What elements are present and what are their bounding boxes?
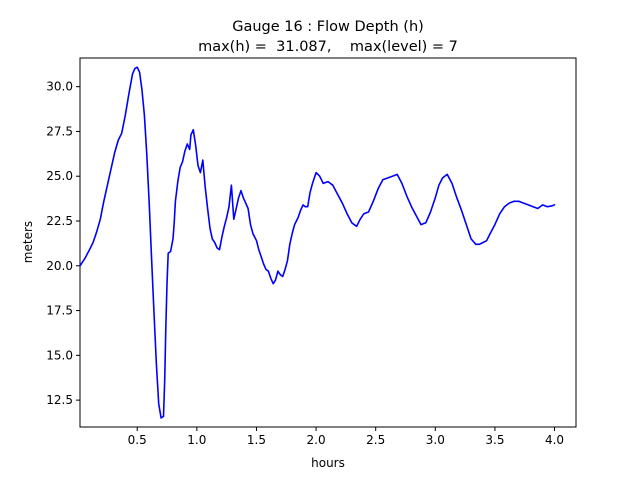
series-layer — [79, 66, 556, 419]
chart-title: Gauge 16 : Flow Depth (h) — [232, 19, 424, 35]
y-tick-label: 15.0 — [46, 348, 73, 362]
x-tick-label: 2.0 — [307, 433, 326, 447]
y-axis-label: meters — [21, 221, 35, 263]
y-tick-label: 27.5 — [46, 124, 73, 138]
x-tick-label: 4.0 — [545, 433, 564, 447]
y-tick-label: 12.5 — [46, 393, 73, 407]
flow-depth-line — [79, 66, 556, 419]
y-tick-label: 25.0 — [46, 169, 73, 183]
x-tick-label: 3.5 — [485, 433, 504, 447]
x-tick-label: 1.5 — [247, 433, 266, 447]
chart-subtitle: max(h) = 31.087, max(level) = 7 — [198, 39, 458, 55]
y-tick-label: 22.5 — [46, 214, 73, 228]
x-axis-ticks: 0.5 1.0 1.5 2.0 2.5 3.0 3.5 4.0 — [128, 427, 564, 447]
y-tick-label: 30.0 — [46, 80, 73, 94]
x-tick-label: 3.0 — [426, 433, 445, 447]
y-tick-label: 17.5 — [46, 304, 73, 318]
x-tick-label: 0.5 — [128, 433, 147, 447]
x-axis-label: hours — [311, 456, 345, 470]
x-tick-label: 1.0 — [187, 433, 206, 447]
x-tick-label: 2.5 — [366, 433, 385, 447]
y-axis-ticks: 12.5 15.0 17.5 20.0 22.5 25.0 27.5 30.0 — [46, 80, 80, 407]
plot-area-frame — [79, 57, 577, 428]
y-tick-label: 20.0 — [46, 259, 73, 273]
